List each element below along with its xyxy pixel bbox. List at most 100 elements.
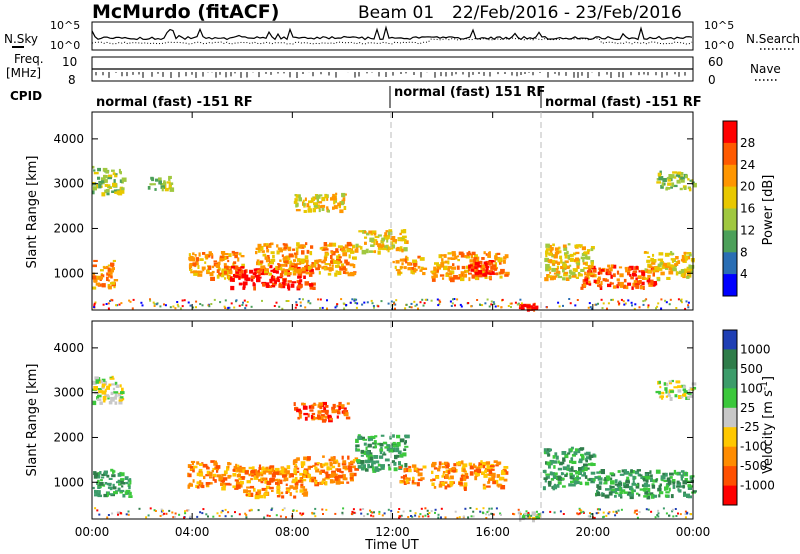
power-echo-cell bbox=[92, 286, 97, 290]
power-echo-cell bbox=[329, 263, 332, 267]
power-echo-cell bbox=[92, 165, 95, 169]
velocity-echo-cell bbox=[365, 446, 368, 451]
power-echo-cell bbox=[190, 271, 195, 274]
velocity-speckle bbox=[118, 512, 121, 515]
power-echo-cell bbox=[477, 270, 483, 275]
power-echo-cell bbox=[472, 262, 476, 267]
velocity-echo-cell bbox=[653, 494, 658, 498]
velocity-echo-cell bbox=[289, 492, 292, 497]
power-speckle bbox=[109, 300, 112, 302]
velocity-echo-cell bbox=[117, 479, 122, 483]
velocity-speckle bbox=[582, 510, 585, 513]
power-echo-cell bbox=[651, 262, 656, 265]
velocity-colorbar-segment bbox=[723, 368, 737, 389]
power-speckle bbox=[456, 298, 459, 301]
power-echo-cell bbox=[635, 265, 639, 270]
velocity-echo-cell bbox=[302, 405, 308, 410]
nave-label: Nave bbox=[750, 62, 781, 76]
velocity-echo-cell bbox=[461, 467, 464, 472]
power-echo-cell bbox=[368, 230, 373, 234]
velocity-echo-cell bbox=[432, 478, 436, 481]
power-echo-cell bbox=[403, 247, 408, 252]
power-echo-cell bbox=[324, 255, 328, 259]
velocity-speckle bbox=[106, 516, 109, 519]
velocity-echo-cell bbox=[360, 463, 364, 466]
velocity-speckle bbox=[363, 515, 366, 518]
power-echo-cell bbox=[665, 267, 668, 270]
velocity-echo-cell bbox=[649, 470, 652, 474]
velocity-echo-cell bbox=[664, 472, 668, 477]
velocity-echo-cell bbox=[671, 479, 676, 484]
power-echo-cell bbox=[315, 194, 321, 199]
velocity-echo-cell bbox=[680, 470, 685, 473]
velocity-echo-cell bbox=[360, 460, 365, 464]
power-echo-cell bbox=[668, 174, 672, 179]
power-echo-cell bbox=[392, 239, 397, 242]
velocity-echo-cell bbox=[260, 473, 264, 477]
velocity-echo-cell bbox=[329, 463, 333, 467]
power-echo-cell bbox=[111, 190, 116, 193]
velocity-speckle bbox=[469, 507, 472, 509]
velocity-echo-cell bbox=[312, 403, 317, 406]
power-echo-cell bbox=[279, 272, 284, 277]
velocity-echo-cell bbox=[496, 474, 501, 478]
velocity-echo-cell bbox=[227, 462, 230, 466]
velocity-echo-cell bbox=[260, 480, 264, 484]
velocity-echo-region bbox=[292, 455, 359, 487]
power-echo-cell bbox=[607, 264, 611, 268]
power-echo-cell bbox=[680, 176, 685, 180]
velocity-echo-cell bbox=[617, 470, 621, 473]
velocity-echo-cell bbox=[680, 474, 684, 479]
velocity-echo-cell bbox=[669, 397, 673, 401]
velocity-speckle bbox=[411, 515, 414, 518]
velocity-echo-cell bbox=[552, 455, 556, 459]
velocity-echo-cell bbox=[213, 460, 217, 464]
velocity-echo-cell bbox=[261, 487, 267, 491]
power-speckle bbox=[230, 302, 233, 305]
velocity-echo-cell bbox=[308, 405, 311, 409]
velocity-speckle bbox=[160, 508, 163, 511]
power-echo-cell bbox=[441, 258, 444, 262]
power-echo-cell bbox=[353, 271, 357, 274]
velocity-echo-cell bbox=[294, 458, 298, 463]
power-speckle bbox=[250, 305, 253, 308]
power-speckle bbox=[261, 299, 263, 302]
power-echo-cell bbox=[585, 281, 590, 285]
power-echo-cell bbox=[489, 272, 492, 276]
power-speckle bbox=[606, 307, 608, 310]
velocity-echo-cell bbox=[120, 396, 124, 399]
velocity-speckle bbox=[590, 513, 593, 515]
power-echo-cell bbox=[284, 272, 289, 276]
velocity-echo-cell bbox=[553, 465, 556, 469]
power-speckle bbox=[377, 305, 380, 308]
power-echo-cell bbox=[330, 260, 334, 264]
power-speckle bbox=[595, 303, 598, 306]
power-echo-cell bbox=[440, 265, 445, 268]
velocity-speckle bbox=[224, 515, 227, 518]
velocity-echo-cell bbox=[333, 480, 336, 484]
power-echo-cell bbox=[221, 251, 225, 257]
velocity-speckle bbox=[407, 516, 410, 518]
velocity-echo-cell bbox=[292, 478, 296, 484]
power-echo-cell bbox=[257, 269, 260, 272]
power-echo-cell bbox=[395, 260, 400, 264]
power-echo-cell bbox=[565, 277, 570, 281]
velocity-echo-cell bbox=[210, 460, 216, 463]
power-echo-cell bbox=[305, 271, 311, 275]
power-echo-cell bbox=[488, 251, 491, 256]
power-echo-cell bbox=[337, 202, 341, 207]
power-echo-cell bbox=[658, 176, 664, 181]
power-echo-cell bbox=[238, 282, 243, 286]
velocity-echo-cell bbox=[600, 471, 605, 475]
velocity-echo-cell bbox=[576, 477, 581, 480]
power-speckle bbox=[454, 304, 456, 307]
power-echo-cell bbox=[106, 276, 109, 281]
velocity-echo-cell bbox=[398, 466, 403, 469]
power-echo-cell bbox=[568, 274, 572, 280]
velocity-speckle bbox=[184, 512, 187, 515]
velocity-echo-cell bbox=[97, 486, 101, 489]
velocity-speckle bbox=[190, 515, 193, 518]
velocity-echo-cell bbox=[431, 482, 435, 486]
power-echo-cell bbox=[638, 280, 642, 284]
velocity-echo-cell bbox=[119, 491, 124, 494]
